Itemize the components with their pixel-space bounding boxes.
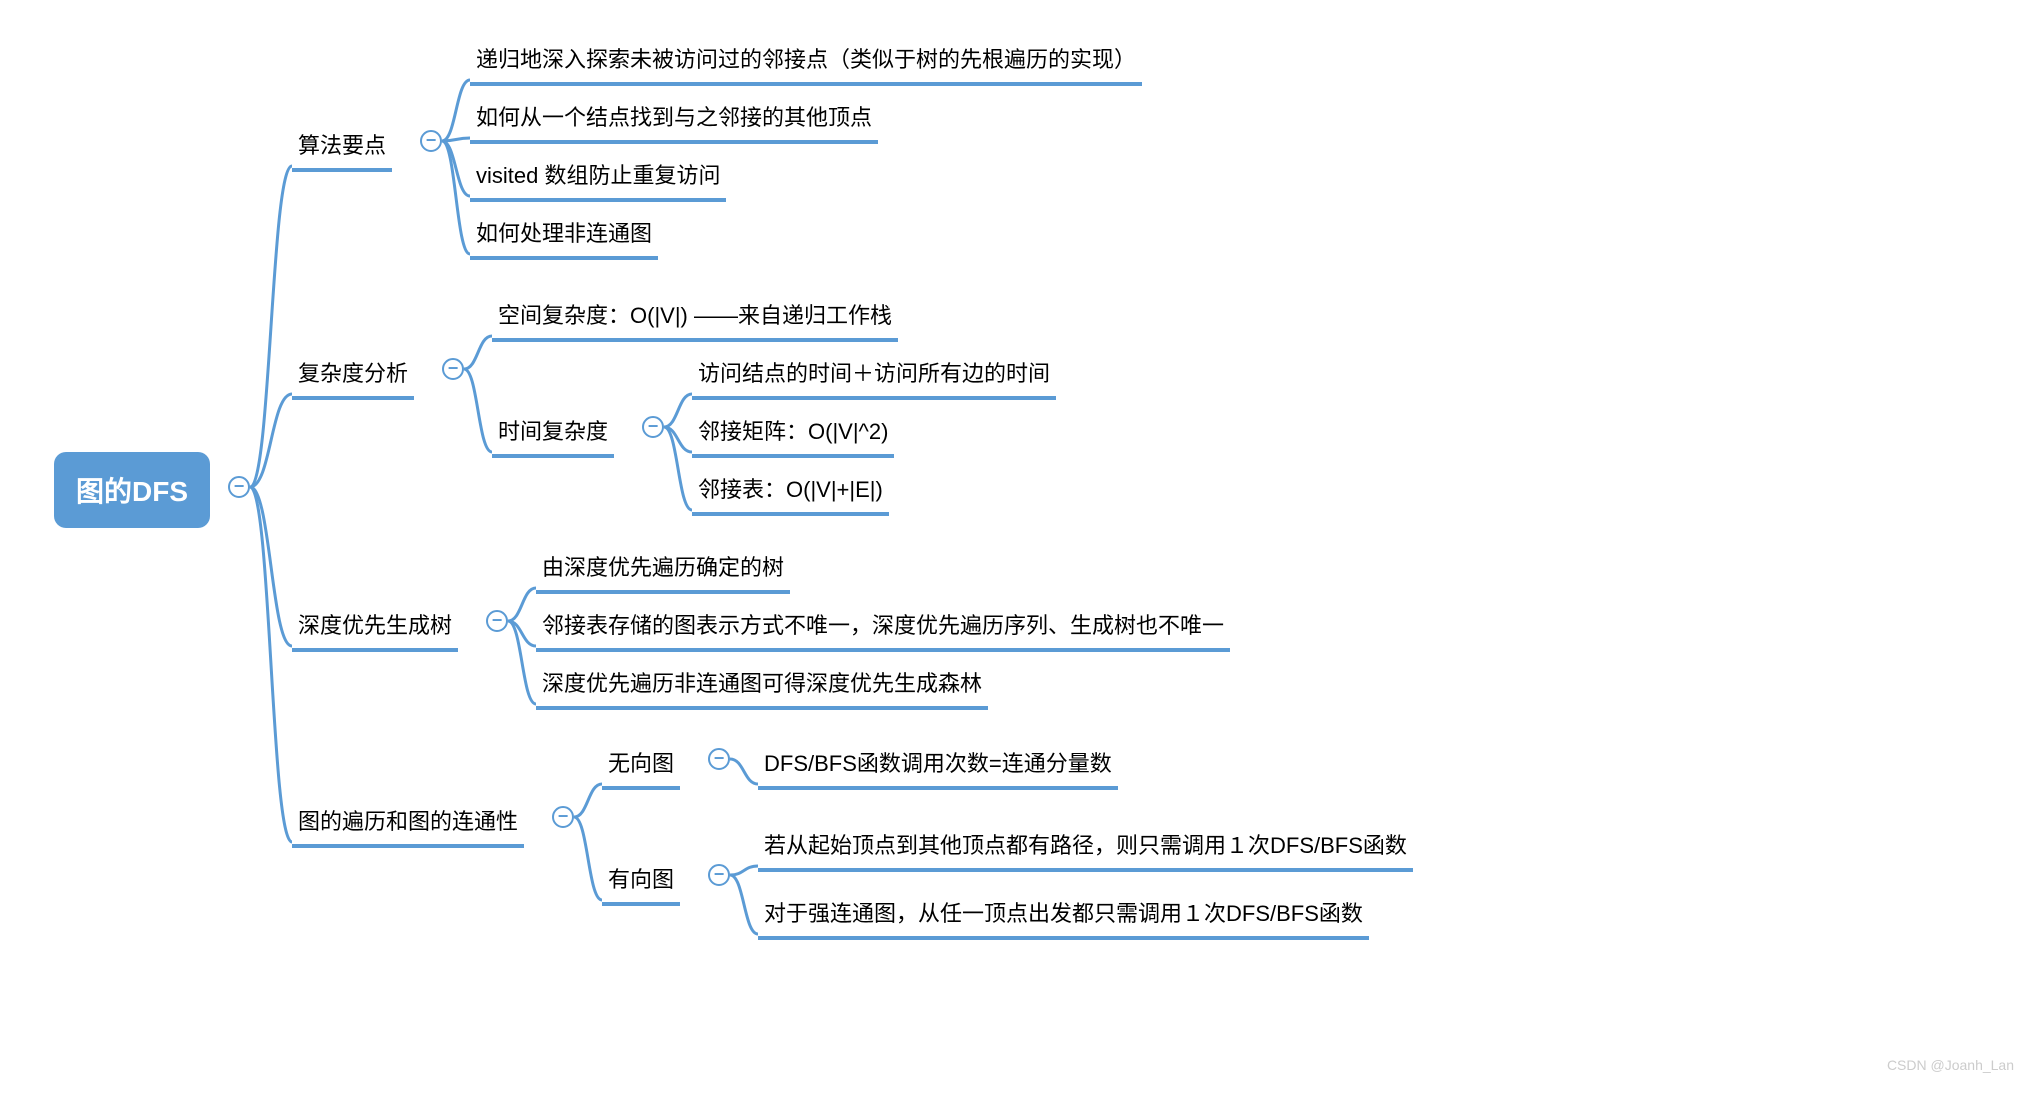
leaf-complexity-1-1[interactable]: 邻接矩阵：O(|V|^2): [692, 408, 894, 458]
collapse-connectivity[interactable]: [552, 806, 574, 828]
collapse-connectivity-0[interactable]: [708, 748, 730, 770]
branch-complexity[interactable]: 复杂度分析: [292, 350, 414, 400]
leaf-connectivity-1-1[interactable]: 对于强连通图，从任一顶点出发都只需调用１次DFS/BFS函数: [758, 890, 1369, 940]
leaf-spanning-0[interactable]: 由深度优先遍历确定的树: [536, 544, 790, 594]
leaf-complexity-1-0[interactable]: 访问结点的时间＋访问所有边的时间: [692, 350, 1056, 400]
leaf-algo-1[interactable]: 如何从一个结点找到与之邻接的其他顶点: [470, 94, 878, 144]
collapse-connectivity-1[interactable]: [708, 864, 730, 886]
mindmap-container: 图的DFS 算法要点 递归地深入探索未被访问过的邻接点（类似于树的先根遍历的实现）…: [20, 20, 2024, 1078]
branch-algo[interactable]: 算法要点: [292, 122, 392, 172]
leaf-algo-0[interactable]: 递归地深入探索未被访问过的邻接点（类似于树的先根遍历的实现）: [470, 36, 1142, 86]
collapse-complexity-1[interactable]: [642, 416, 664, 438]
collapse-algo[interactable]: [420, 130, 442, 152]
leaf-spanning-2[interactable]: 深度优先遍历非连通图可得深度优先生成森林: [536, 660, 988, 710]
root-node[interactable]: 图的DFS: [54, 452, 210, 528]
leaf-connectivity-1-0[interactable]: 若从起始顶点到其他顶点都有路径，则只需调用１次DFS/BFS函数: [758, 822, 1413, 872]
branch-complexity-1[interactable]: 时间复杂度: [492, 408, 614, 458]
leaf-complexity-0[interactable]: 空间复杂度：O(|V|) ——来自递归工作栈: [492, 292, 898, 342]
leaf-spanning-1[interactable]: 邻接表存储的图表示方式不唯一，深度优先遍历序列、生成树也不唯一: [536, 602, 1230, 652]
branch-connectivity[interactable]: 图的遍历和图的连通性: [292, 798, 524, 848]
branch-connectivity-1[interactable]: 有向图: [602, 856, 680, 906]
collapse-spanning[interactable]: [486, 610, 508, 632]
leaf-algo-2[interactable]: visited 数组防止重复访问: [470, 152, 726, 202]
collapse-root[interactable]: [228, 476, 250, 498]
leaf-complexity-1-2[interactable]: 邻接表：O(|V|+|E|): [692, 466, 889, 516]
leaf-algo-3[interactable]: 如何处理非连通图: [470, 210, 658, 260]
watermark-text: CSDN @Joanh_Lan: [1887, 1057, 2014, 1073]
branch-spanning[interactable]: 深度优先生成树: [292, 602, 458, 652]
collapse-complexity[interactable]: [442, 358, 464, 380]
leaf-connectivity-0-0[interactable]: DFS/BFS函数调用次数=连通分量数: [758, 740, 1118, 790]
branch-connectivity-0[interactable]: 无向图: [602, 740, 680, 790]
